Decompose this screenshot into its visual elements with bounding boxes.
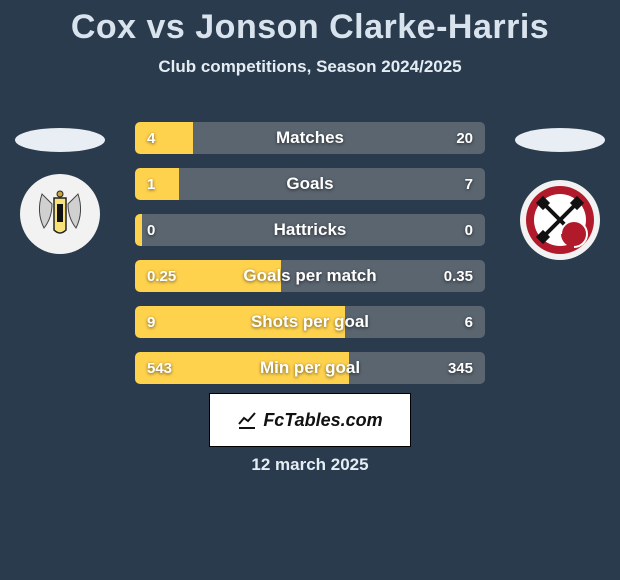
comparison-card: Cox vs Jonson Clarke-Harris Club competi… bbox=[0, 0, 620, 580]
stat-value-left: 0 bbox=[147, 214, 155, 246]
stat-value-left: 4 bbox=[147, 122, 155, 154]
stat-row: Shots per goal9 6 bbox=[135, 306, 485, 338]
player-ellipse-left bbox=[15, 128, 105, 152]
stat-label: Matches bbox=[135, 122, 485, 154]
chart-icon bbox=[237, 410, 257, 430]
stat-value-right: 345 bbox=[448, 352, 473, 384]
date-text: 12 march 2025 bbox=[0, 455, 620, 475]
page-title: Cox vs Jonson Clarke-Harris bbox=[0, 0, 620, 47]
stat-label: Hattricks bbox=[135, 214, 485, 246]
stat-value-right: 20 bbox=[456, 122, 473, 154]
right-club-crest bbox=[520, 180, 600, 260]
stat-value-right: 0 bbox=[465, 214, 473, 246]
stat-value-left: 9 bbox=[147, 306, 155, 338]
stat-row: Matches4 20 bbox=[135, 122, 485, 154]
brand-badge: FcTables.com bbox=[209, 393, 411, 447]
stat-row: Hattricks0 0 bbox=[135, 214, 485, 246]
stat-value-left: 543 bbox=[147, 352, 172, 384]
stat-label: Goals per match bbox=[135, 260, 485, 292]
stat-value-right: 0.35 bbox=[444, 260, 473, 292]
stat-label: Goals bbox=[135, 168, 485, 200]
stat-bars: Matches4 20 Goals1 7 Hattricks0 0 Goals per ma… bbox=[135, 122, 485, 398]
crest-left-icon bbox=[30, 184, 90, 244]
subtitle: Club competitions, Season 2024/2025 bbox=[0, 57, 620, 77]
stat-value-right: 7 bbox=[465, 168, 473, 200]
crest-right-icon bbox=[524, 184, 596, 256]
stat-label: Min per goal bbox=[135, 352, 485, 384]
stat-value-left: 1 bbox=[147, 168, 155, 200]
stat-row: Min per goal543 345 bbox=[135, 352, 485, 384]
stat-label: Shots per goal bbox=[135, 306, 485, 338]
stat-row: Goals1 7 bbox=[135, 168, 485, 200]
player-ellipse-right bbox=[515, 128, 605, 152]
stat-row: Goals per match0.25 0.35 bbox=[135, 260, 485, 292]
left-club-crest bbox=[20, 174, 100, 254]
stat-value-left: 0.25 bbox=[147, 260, 176, 292]
stat-value-right: 6 bbox=[465, 306, 473, 338]
brand-text: FcTables.com bbox=[263, 410, 382, 431]
